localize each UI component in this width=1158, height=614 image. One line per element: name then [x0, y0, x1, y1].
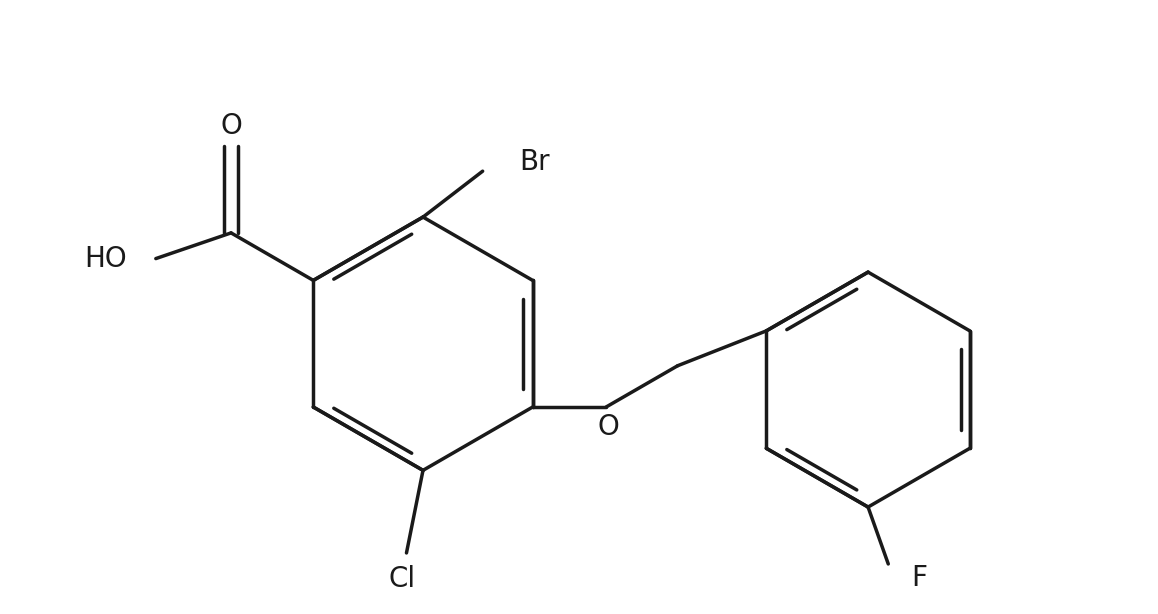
Text: O: O — [598, 413, 618, 441]
Text: HO: HO — [83, 244, 126, 273]
Text: Cl: Cl — [388, 565, 416, 593]
Text: F: F — [911, 564, 928, 592]
Text: Br: Br — [519, 148, 550, 176]
Text: O: O — [220, 112, 242, 139]
